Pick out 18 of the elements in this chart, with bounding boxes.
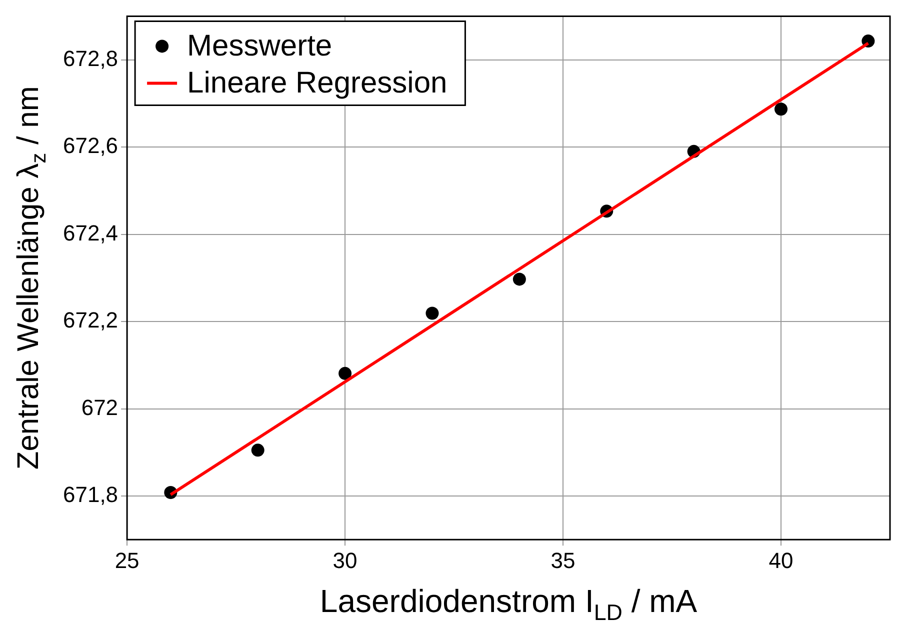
y-axis-title: Zentrale Wellenlänge λz / nm xyxy=(12,86,50,470)
point xyxy=(251,444,264,457)
point xyxy=(426,306,439,320)
y-tick-label: 672,4 xyxy=(62,220,118,246)
y-tick-label: 672,2 xyxy=(62,308,118,333)
point xyxy=(338,366,352,380)
legend-label: Lineare Regression xyxy=(187,66,448,100)
x-tick-label: 25 xyxy=(114,548,140,573)
y-tick-label: 672,6 xyxy=(62,133,118,158)
point xyxy=(512,272,526,286)
x-tick-label: 40 xyxy=(768,548,794,573)
legend-label: Messwerte xyxy=(187,29,332,62)
y-tick-label: 672 xyxy=(81,394,118,420)
point xyxy=(774,102,788,116)
y-tick-label: 671,8 xyxy=(62,482,118,508)
x-tick-label: 30 xyxy=(332,548,358,573)
x-tick-label: 35 xyxy=(550,548,576,573)
y-tick-label: 672,8 xyxy=(62,46,118,71)
